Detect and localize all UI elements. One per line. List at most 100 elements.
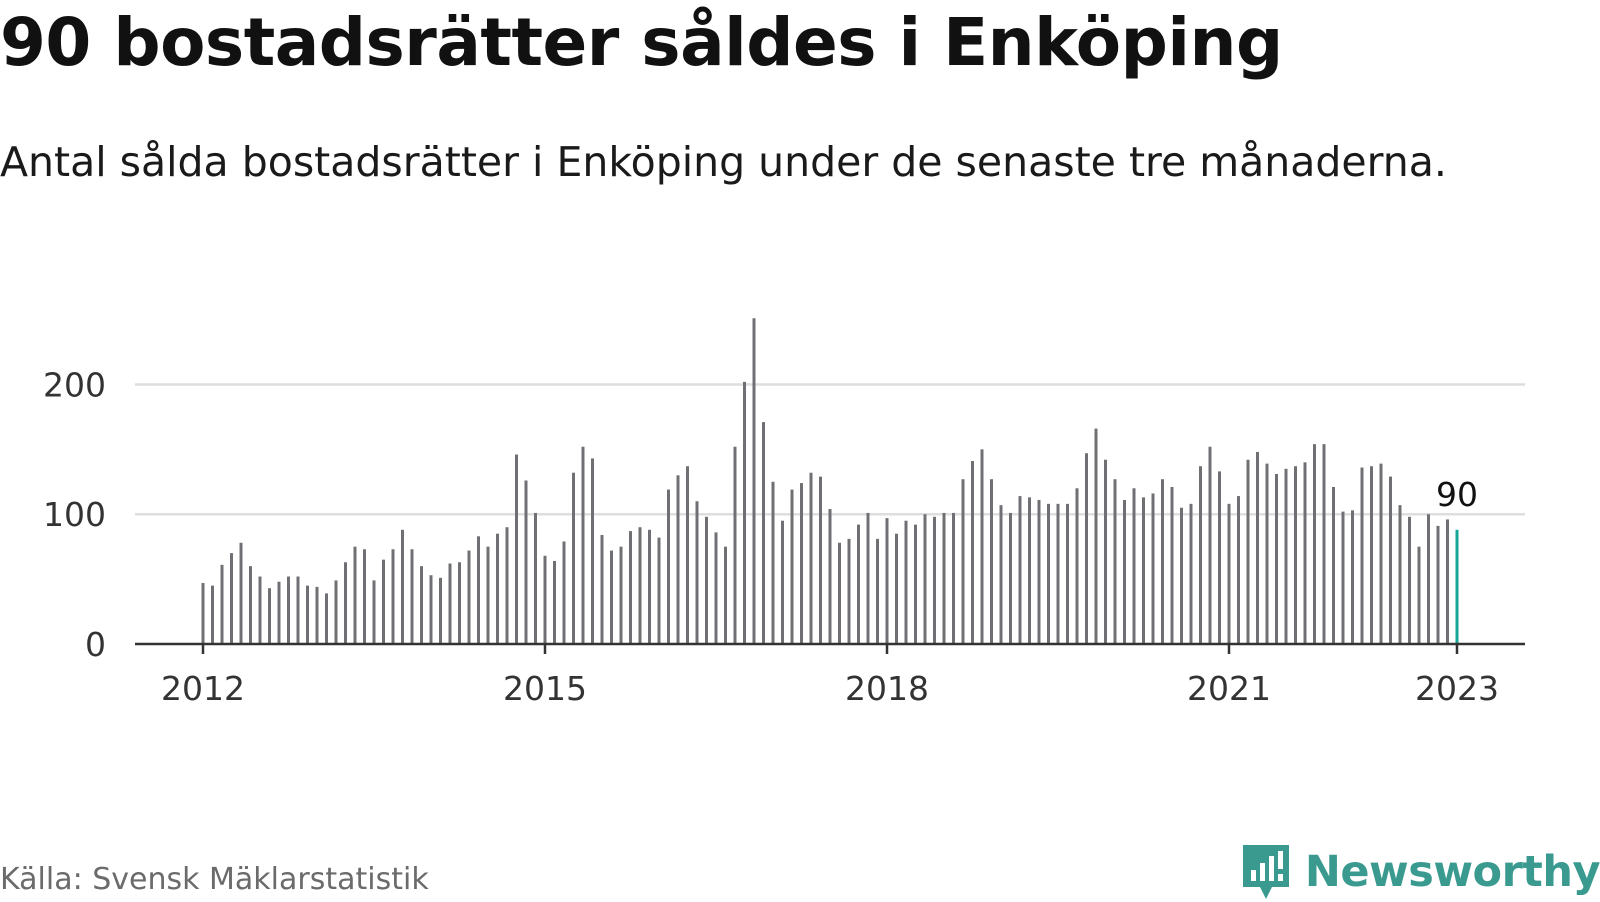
bar: [429, 575, 433, 644]
bar: [638, 527, 642, 644]
bar: [353, 546, 357, 644]
bar: [211, 585, 214, 644]
bar: [1294, 466, 1297, 644]
bar: [524, 480, 528, 644]
bar: [477, 536, 480, 644]
bar: [306, 585, 309, 644]
bar: [714, 532, 718, 644]
bar: [1208, 446, 1212, 644]
tick-labels: 0 100 200 2012 2015 2018 2021 2023 90: [43, 365, 1499, 708]
bar: [1037, 499, 1041, 644]
bar: [1446, 519, 1449, 644]
bar: [1256, 451, 1259, 644]
bar: [1123, 499, 1126, 644]
bar: [838, 542, 841, 644]
bar: [771, 481, 775, 644]
bar: [1436, 525, 1440, 644]
bar: [657, 537, 661, 644]
bar: [315, 586, 319, 644]
bar: [572, 472, 575, 644]
bar: [971, 461, 974, 644]
bar: [1322, 444, 1326, 644]
bar: [581, 446, 585, 644]
bar: [334, 580, 338, 644]
x-tick-label-2021: 2021: [1187, 669, 1271, 708]
bar: [733, 446, 737, 644]
bar: [1370, 466, 1373, 644]
bar: [695, 501, 699, 644]
bar-latest: [1455, 529, 1459, 644]
bar: [372, 580, 376, 644]
bar: [249, 566, 252, 644]
bar: [1085, 453, 1088, 644]
source-note: Källa: Svensk Mäklarstatistik: [0, 862, 429, 897]
latest-value-label: 90: [1436, 475, 1478, 514]
bar: [277, 581, 281, 644]
bar: [486, 546, 490, 644]
bar: [1275, 474, 1278, 644]
bar: [1246, 459, 1250, 644]
y-tick-label-100: 100: [43, 495, 106, 534]
x-axis: [135, 642, 1525, 654]
bar: [1398, 505, 1402, 644]
bar: [1009, 512, 1012, 644]
bar: [1265, 463, 1269, 644]
bar: [1028, 497, 1031, 644]
bar: [800, 483, 803, 644]
bar: [1341, 511, 1345, 644]
bar: [866, 512, 870, 644]
bar: [1218, 471, 1221, 644]
bar: [230, 553, 233, 644]
bar: [1151, 493, 1155, 644]
bar: [344, 562, 347, 644]
bar: [999, 505, 1003, 644]
bar: [667, 489, 670, 644]
bar: [904, 520, 908, 644]
bar: [1408, 516, 1411, 644]
newsworthy-logo-icon: [1242, 845, 1289, 899]
bar: [325, 593, 328, 644]
bar: [1094, 428, 1098, 644]
bar: [1056, 503, 1060, 644]
bar: [600, 534, 604, 644]
bar: [401, 529, 404, 644]
bar: [629, 531, 632, 644]
bar: [410, 549, 414, 644]
bar: [1104, 459, 1107, 644]
bar: [363, 549, 366, 644]
bar: [1332, 486, 1335, 644]
bar: [762, 422, 765, 644]
bar: [610, 550, 613, 644]
y-tick-label-0: 0: [85, 625, 106, 664]
bar: [382, 559, 385, 644]
bar: [885, 518, 889, 644]
bar: [1284, 468, 1288, 644]
chart-title: 90 bostadsrätter såldes i Enköping: [0, 4, 1283, 81]
bar: [1170, 486, 1174, 644]
bar: [819, 476, 822, 644]
bar: [1360, 467, 1364, 644]
gridlines: [135, 383, 1525, 516]
bar: [1227, 503, 1231, 644]
x-tick-label-2018: 2018: [845, 669, 929, 708]
x-tick-label-2023: 2023: [1415, 669, 1499, 708]
bar: [515, 454, 518, 644]
bar: [1018, 496, 1022, 644]
bar: [391, 549, 395, 644]
bar: [296, 576, 300, 644]
bar: [923, 514, 927, 644]
x-tick-label-2012: 2012: [161, 669, 245, 708]
bar: [458, 562, 461, 644]
bar: [1189, 503, 1193, 644]
bar: [268, 588, 271, 644]
bar: [591, 458, 594, 644]
bar: [857, 524, 860, 644]
bar: [1161, 479, 1164, 644]
bar: [895, 533, 898, 644]
bar: [1427, 514, 1430, 644]
bar: [1313, 444, 1316, 644]
bars: [201, 318, 1459, 644]
bar: [496, 533, 499, 644]
bar: [1142, 497, 1145, 644]
